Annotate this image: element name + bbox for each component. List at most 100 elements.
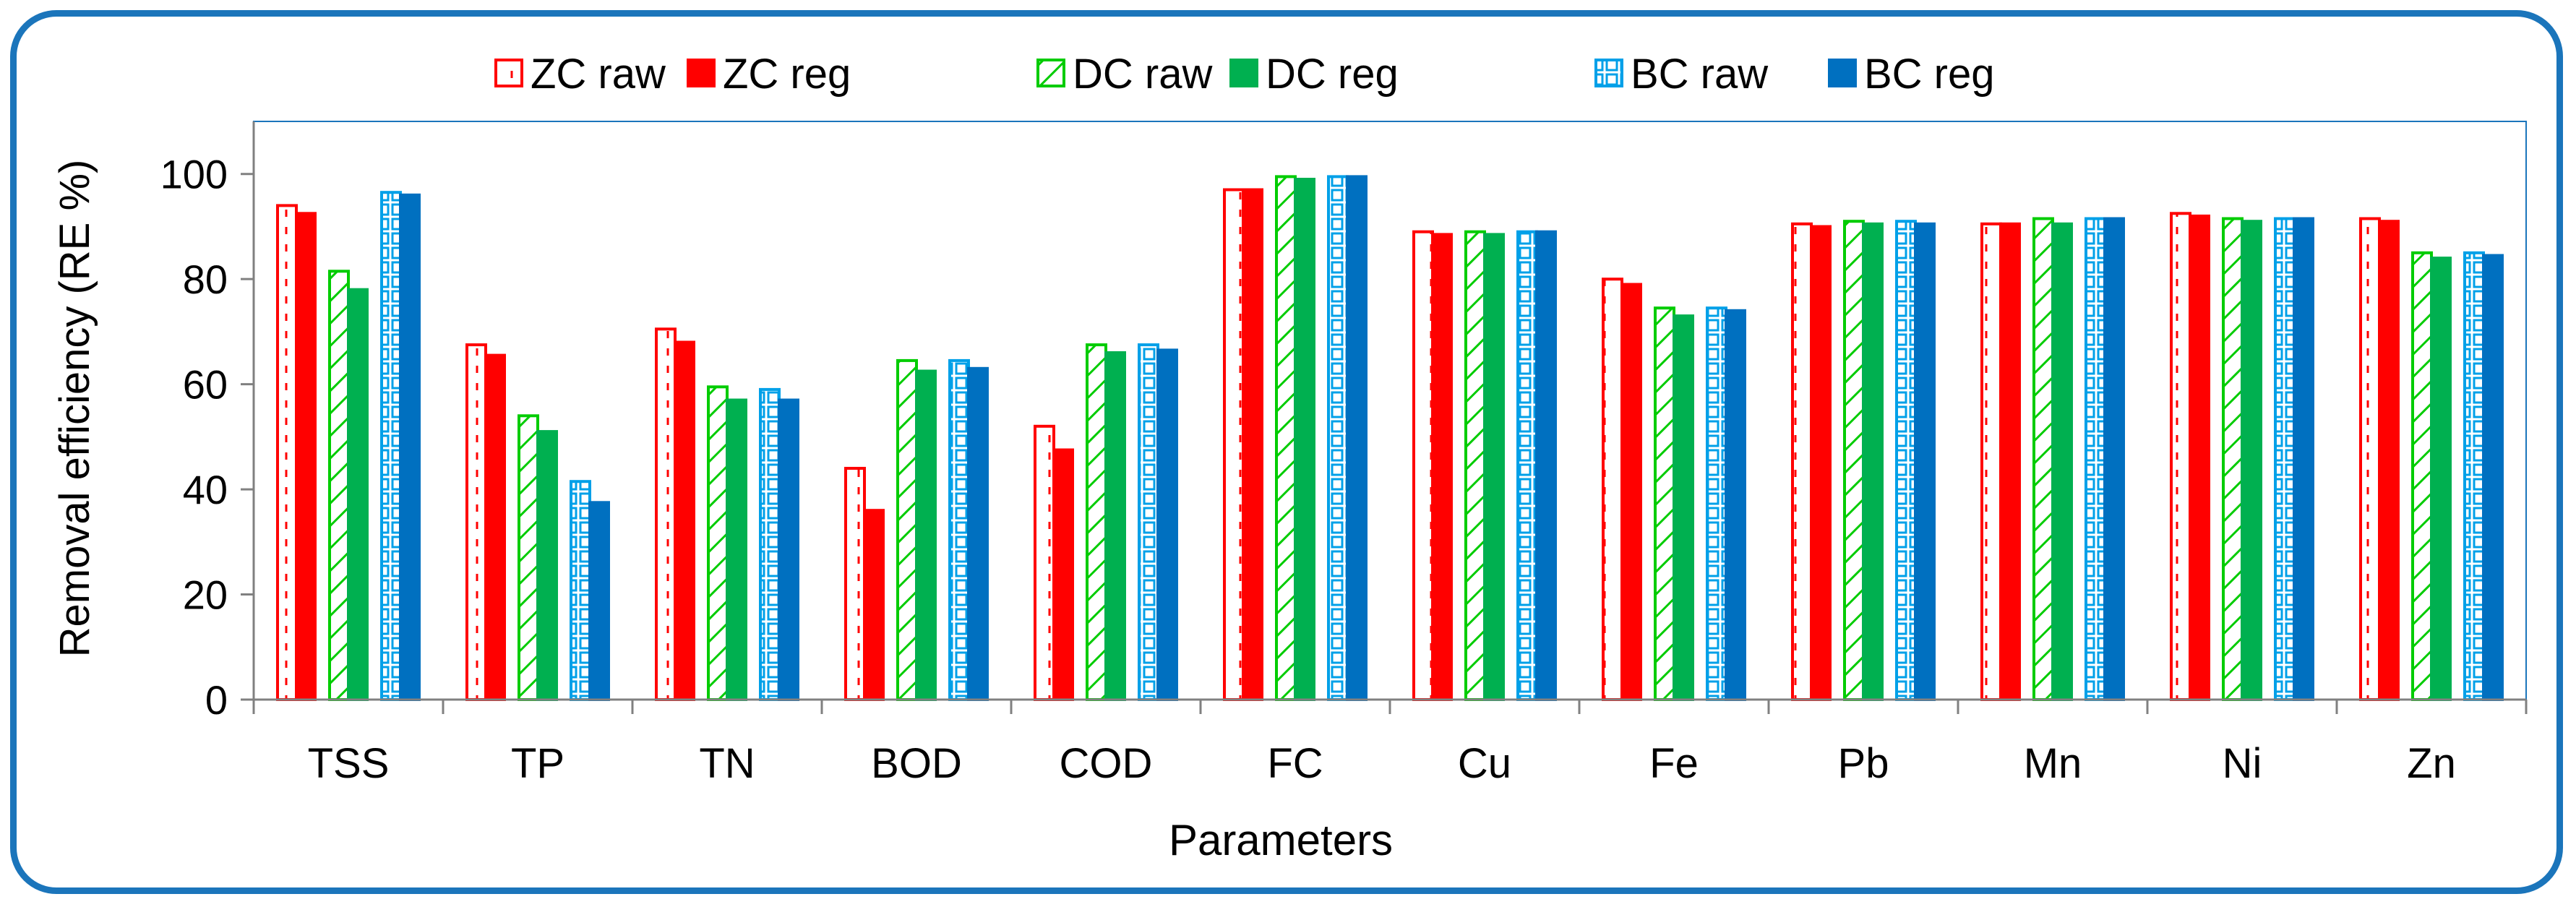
bar-bc-raw-zn [2463,251,2485,701]
bars [276,175,2504,702]
bar-zc-raw-pb [1791,222,1813,701]
bar-zc-reg-fe [1620,283,1642,701]
legend-swatch-bc-reg [1828,59,1857,87]
bar-dc-reg-ni [2241,220,2262,701]
y-axis-label: Removal efficiency (RE %) [51,160,98,658]
bar-bc-reg-tn [778,398,799,701]
x-tick-label-bod: BOD [871,740,962,787]
bar-bc-reg-pb [1914,222,1936,701]
bar-bc-raw-pb [1895,220,1917,701]
legend-label-bc-raw: BC raw [1631,51,1769,98]
bar-dc-raw-fc [1275,175,1297,701]
bar-dc-reg-fc [1294,178,1315,701]
legend-swatch-dc-reg [1229,59,1258,87]
bar-zc-reg-tss [295,212,317,701]
bar-bc-raw-cod [1138,343,1159,701]
legend-swatch-bc-raw [1594,59,1623,87]
y-tick-label: 80 [183,257,228,302]
bar-dc-reg-tn [726,398,747,701]
x-tick-label-ni: Ni [2223,740,2262,787]
bar-zc-raw-cod [1034,424,1055,701]
x-tick-label-pb: Pb [1838,740,1889,787]
bar-bc-reg-cod [1156,348,1178,701]
bar-dc-reg-fe [1673,314,1694,702]
bar-dc-reg-bod [915,369,937,701]
bar-dc-reg-cu [1483,233,1505,701]
bar-bc-reg-tss [399,193,421,701]
bar-dc-raw-pb [1843,220,1865,701]
bar-dc-raw-fe [1654,306,1675,701]
bar-zc-reg-cu [1431,233,1453,701]
legend-label-dc-raw: DC raw [1073,51,1213,98]
legend-label-zc-raw: ZC raw [531,51,666,98]
bar-dc-reg-tp [536,430,558,701]
bar-bc-raw-mn [2085,217,2106,701]
bar-zc-raw-cu [1412,230,1434,701]
bar-bc-raw-fe [1706,306,1727,701]
bar-bc-reg-zn [2482,254,2504,701]
bar-dc-raw-tss [328,270,350,701]
x-tick-label-cod: COD [1060,740,1153,787]
x-tick-label-fe: Fe [1649,740,1699,787]
bar-zc-raw-bod [844,467,866,701]
x-tick-label-mn: Mn [2024,740,2082,787]
bar-bc-reg-bod [967,366,989,701]
bar-zc-reg-tn [674,340,695,701]
bar-bc-raw-bod [948,358,970,701]
bar-zc-raw-mn [1980,222,2002,701]
legend-label-zc-reg: ZC reg [723,51,851,98]
bar-dc-reg-cod [1104,351,1126,701]
y-tick-label: 0 [205,677,228,723]
bar-dc-reg-zn [2430,257,2452,702]
bar-dc-raw-cu [1464,230,1486,701]
bar-dc-raw-cod [1086,343,1107,701]
x-tick-label-tss: TSS [308,740,390,787]
bar-zc-reg-ni [2189,214,2210,701]
bar-bc-reg-cu [1535,230,1557,701]
y-tick-label: 20 [183,572,228,618]
bar-zc-raw-tn [655,327,677,701]
bar-zc-raw-zn [2359,217,2381,701]
x-axis-label: Parameters [1169,816,1393,864]
legend: ZC raw ZC reg DC raw DC reg BC raw BC reg [494,51,1995,98]
legend-label-dc-reg: DC reg [1266,51,1399,98]
legend-swatch-dc-raw [1036,59,1065,87]
bar-dc-raw-zn [2411,251,2433,701]
bar-zc-reg-cod [1052,448,1074,701]
bar-zc-reg-tp [484,353,506,701]
bar-zc-reg-zn [2378,220,2400,701]
bar-bc-raw-cu [1516,230,1538,701]
y-tick-label: 60 [183,362,228,408]
bar-bc-raw-ni [2274,217,2296,701]
y-tick-label: 100 [160,152,228,197]
x-tick-label-tn: TN [699,740,755,787]
bar-zc-raw-tss [276,204,298,701]
x-tick-label-cu: Cu [1458,740,1511,787]
bar-zc-reg-mn [1999,222,2021,701]
bar-dc-raw-tp [518,414,539,701]
bar-dc-reg-tss [347,288,369,701]
bar-dc-raw-ni [2222,217,2244,701]
bar-bc-raw-tn [759,387,781,702]
bar-zc-raw-fe [1602,278,1623,701]
bar-dc-reg-pb [1862,222,1884,701]
y-tick-label: 40 [183,467,228,512]
axes: 0 20 40 60 80 100 TSS TP TN BOD COD FC Cu Fe Pb Mn Ni Zn [160,121,2528,787]
bar-bc-reg-mn [2103,217,2125,701]
bar-zc-reg-bod [863,509,885,701]
x-tick-label-zn: Zn [2407,740,2456,787]
bar-dc-reg-mn [2051,222,2073,701]
bar-zc-reg-fc [1242,188,1263,701]
x-tick-label-fc: FC [1267,740,1323,787]
bar-bc-raw-fc [1327,175,1349,701]
bar-zc-raw-ni [2170,212,2191,701]
bar-zc-reg-pb [1810,225,1832,701]
bar-bc-raw-tss [380,191,402,701]
legend-label-bc-reg: BC reg [1864,51,1995,98]
x-tick-label-tp: TP [511,740,564,787]
bar-bc-reg-fc [1346,175,1368,701]
bar-bc-reg-ni [2293,217,2314,701]
bar-bc-reg-fe [1725,309,1746,701]
legend-swatch-zc-raw [494,59,523,87]
